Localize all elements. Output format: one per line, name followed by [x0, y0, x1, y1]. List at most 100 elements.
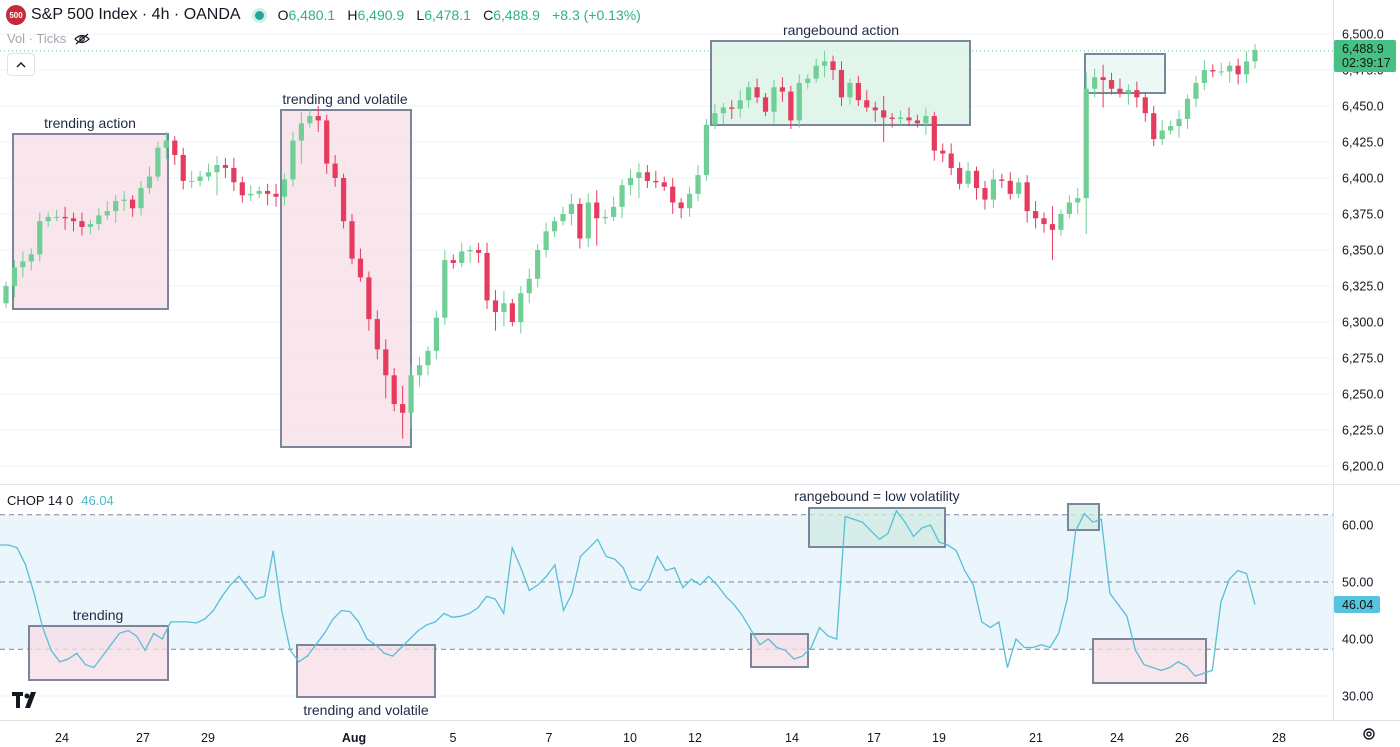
candle-body: [897, 117, 904, 119]
candle-body: [1058, 214, 1064, 230]
symbol-header: 500 S&P 500 Index · 4h · OANDA O6,480.1 …: [6, 5, 645, 25]
time-tick-label: 24: [1110, 731, 1124, 745]
chop-badge-value: 46.04: [1342, 598, 1373, 612]
candle-body: [484, 252, 490, 301]
candle-body: [172, 140, 178, 155]
indicator-legend[interactable]: CHOP 14 0 46.04: [7, 493, 114, 508]
change-value: +8.3 (+0.13%): [552, 6, 641, 23]
symbol-logo[interactable]: 500: [6, 5, 26, 25]
candle-body: [737, 100, 743, 109]
box-chop-low: [1092, 638, 1207, 684]
high-value: 6,490.9: [357, 6, 405, 23]
candle-body: [636, 172, 642, 178]
chop-badge: [1334, 596, 1380, 613]
label-chop-rangebound: rangebound = low volatility: [794, 488, 959, 504]
candle-body: [138, 188, 144, 209]
volume-legend[interactable]: Vol · Ticks: [7, 31, 91, 46]
time-tick-label: 5: [450, 731, 457, 745]
market-status-icon[interactable]: [254, 10, 264, 20]
candle-body: [788, 91, 794, 121]
candle-body: [931, 116, 937, 151]
candle-body: [973, 170, 980, 189]
label-rangebound-action: rangebound action: [783, 22, 899, 38]
chop-tick-label: 40.00: [1342, 633, 1373, 647]
candle-body: [1201, 70, 1207, 83]
indicator-name: CHOP 14 0: [7, 493, 74, 508]
symbol-title[interactable]: S&P 500 Index · 4h · OANDA: [31, 6, 241, 23]
open-label: O: [277, 6, 289, 23]
high-label: H: [347, 6, 358, 23]
low-label: L: [416, 6, 425, 23]
candle-body: [180, 154, 186, 181]
candle-body: [442, 260, 448, 318]
volume-label: Vol · Ticks: [7, 31, 67, 46]
gear-icon[interactable]: [1362, 727, 1376, 741]
candle-body: [383, 349, 389, 376]
time-tick-label: 19: [932, 731, 946, 745]
chop-series: [0, 509, 1256, 677]
collapse-legend-button[interactable]: [7, 53, 35, 76]
candle-body: [619, 185, 625, 207]
candle-body: [146, 176, 153, 189]
price-tick-label: 6,200.0: [1342, 460, 1384, 474]
candle-body: [923, 116, 929, 124]
candle-body: [594, 202, 600, 219]
time-tick-label: 21: [1029, 731, 1043, 745]
candle-body: [543, 231, 549, 250]
candle-body: [999, 179, 1005, 181]
label-chop-trending-volatile: trending and volatile: [303, 702, 429, 718]
open-value: 6,480.1: [288, 6, 336, 23]
candle-body: [762, 97, 769, 112]
candle-body: [400, 404, 406, 413]
candle-body: [104, 211, 110, 216]
chop-tick-label: 50.00: [1342, 576, 1373, 590]
price-badge: [1334, 40, 1396, 72]
candle-body: [855, 82, 861, 101]
candle-body: [416, 365, 423, 376]
candle-body: [1032, 211, 1039, 219]
box-trending-volatile: [280, 109, 412, 448]
candle-body: [459, 251, 465, 263]
candle-body: [653, 180, 659, 183]
candle-body: [307, 116, 313, 124]
candle-body: [729, 107, 735, 109]
close-label: C: [483, 6, 494, 23]
candle-body: [20, 261, 26, 268]
price-tick-label: 6,425.0: [1342, 136, 1384, 150]
candle-body: [577, 203, 583, 239]
candle-body: [265, 190, 271, 194]
candle-body: [1007, 180, 1013, 194]
candle-body: [585, 202, 591, 239]
ohlc-values: O6,480.1 H6,490.9 L6,478.1 C6,488.9 +8.3…: [278, 7, 645, 24]
candle-body: [54, 216, 60, 218]
time-axis: 24 27 29 Aug 5 7 10 12 14 17 19 21 24 26 28: [55, 731, 1286, 745]
time-tick-label: 12: [688, 731, 702, 745]
price-tick-label: 6,400.0: [1342, 172, 1384, 186]
price-tick-label: 6,300.0: [1342, 316, 1384, 330]
candle-body: [948, 153, 954, 168]
candle-body: [965, 170, 971, 184]
tradingview-logo-icon[interactable]: [12, 692, 42, 708]
candle-body: [535, 250, 541, 279]
candle-body: [324, 120, 330, 164]
eye-off-icon[interactable]: [74, 33, 91, 45]
candle-body: [189, 180, 195, 182]
candle-body: [754, 87, 760, 98]
time-tick-label: 24: [55, 731, 69, 745]
candle-body: [450, 260, 456, 263]
candle-body: [686, 193, 693, 209]
candle-body: [1134, 90, 1140, 98]
candle-body: [661, 182, 667, 187]
candle-body: [1176, 118, 1182, 127]
candle-body: [509, 303, 515, 322]
candle-body: [1210, 70, 1216, 72]
candle-body: [627, 178, 634, 186]
time-tick-label: 7: [546, 731, 553, 745]
candle-body: [1151, 113, 1157, 140]
price-tick-label: 6,375.0: [1342, 208, 1384, 222]
close-value: 6,488.9: [493, 6, 540, 23]
candle-body: [70, 218, 77, 222]
candle-body: [37, 221, 43, 255]
annotation-labels: trending action trending and volatile rang…: [44, 22, 960, 718]
